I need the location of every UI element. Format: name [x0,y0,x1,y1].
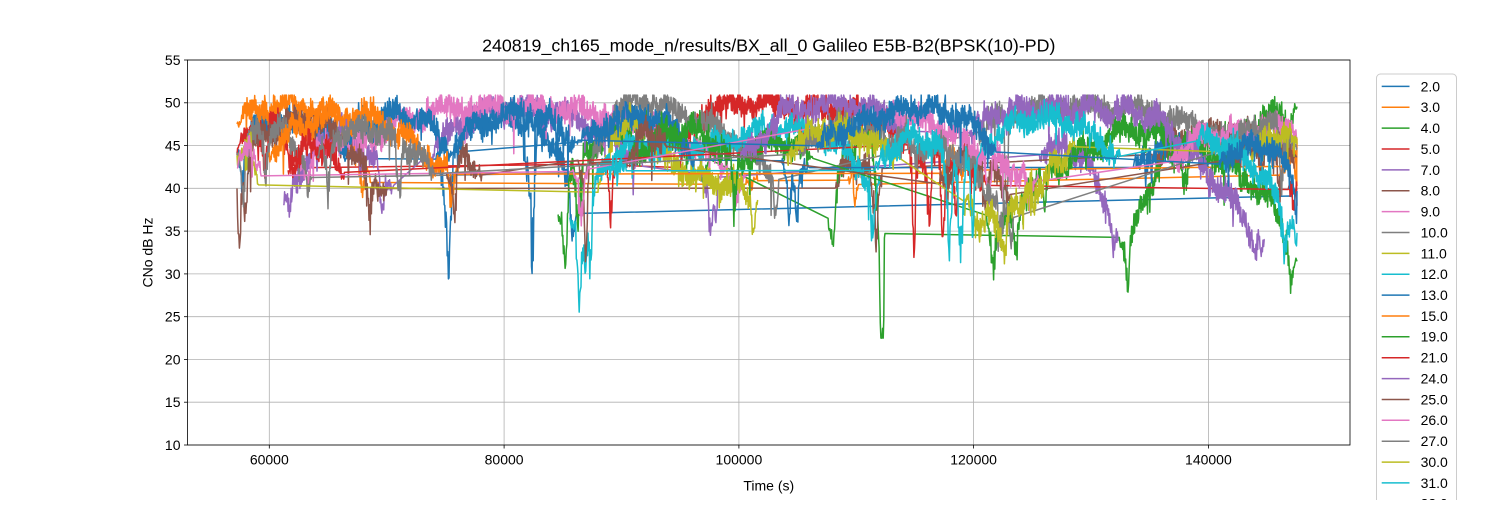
svg-text:13.0: 13.0 [1421,287,1448,303]
svg-text:9.0: 9.0 [1421,204,1441,220]
svg-text:30.0: 30.0 [1421,454,1448,470]
svg-text:2.0: 2.0 [1421,78,1441,94]
svg-text:CNo dB Hz: CNo dB Hz [140,217,156,287]
svg-text:100000: 100000 [716,452,763,468]
svg-text:26.0: 26.0 [1421,412,1448,428]
svg-text:55: 55 [165,52,181,68]
svg-text:24.0: 24.0 [1421,371,1448,387]
svg-text:12.0: 12.0 [1421,266,1448,282]
svg-text:8.0: 8.0 [1421,183,1441,199]
svg-text:4.0: 4.0 [1421,120,1441,136]
svg-text:25: 25 [165,309,181,325]
svg-text:10: 10 [165,437,181,453]
svg-text:60000: 60000 [250,452,289,468]
svg-text:Time (s): Time (s) [743,478,794,494]
svg-text:33.0: 33.0 [1421,496,1448,500]
svg-text:80000: 80000 [485,452,524,468]
svg-text:25.0: 25.0 [1421,391,1448,407]
svg-text:30: 30 [165,266,181,282]
svg-text:50: 50 [165,95,181,111]
svg-text:20: 20 [165,351,181,367]
svg-text:31.0: 31.0 [1421,475,1448,491]
svg-text:10.0: 10.0 [1421,224,1448,240]
svg-text:21.0: 21.0 [1421,350,1448,366]
svg-text:35: 35 [165,223,181,239]
svg-text:40: 40 [165,180,181,196]
svg-text:27.0: 27.0 [1421,433,1448,449]
svg-text:3.0: 3.0 [1421,99,1441,115]
svg-text:240819_ch165_mode_n/results/BX: 240819_ch165_mode_n/results/BX_all_0 Gal… [482,36,1055,57]
svg-text:15: 15 [165,394,181,410]
svg-text:140000: 140000 [1185,452,1232,468]
svg-text:19.0: 19.0 [1421,329,1448,345]
svg-text:15.0: 15.0 [1421,308,1448,324]
svg-text:45: 45 [165,138,181,154]
svg-text:120000: 120000 [950,452,997,468]
svg-text:5.0: 5.0 [1421,141,1441,157]
svg-text:11.0: 11.0 [1421,245,1447,261]
svg-text:7.0: 7.0 [1421,162,1441,178]
